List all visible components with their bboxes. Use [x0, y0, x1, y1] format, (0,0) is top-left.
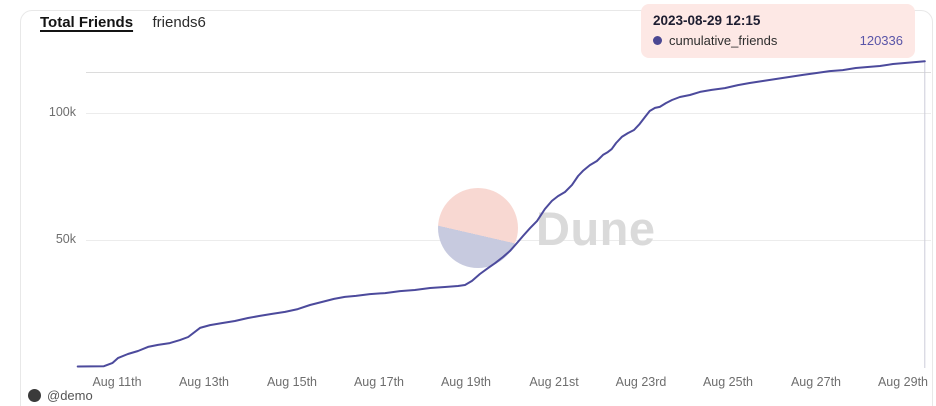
x-tick-label: Aug 19th	[440, 375, 492, 389]
hover-tooltip: 2023-08-29 12:15 cumulative_friends 1203…	[641, 4, 915, 58]
y-tick-label: 50k	[55, 232, 76, 246]
x-tick-label: Aug 11th	[92, 375, 142, 389]
x-tick-label: Aug 15th	[266, 375, 318, 389]
tooltip-series-label: cumulative_friends	[669, 33, 778, 48]
tooltip-row: cumulative_friends 120336	[653, 33, 903, 48]
y-tick-label: 100k	[48, 105, 76, 119]
query-name: friends6	[152, 14, 206, 31]
x-tick-label: Aug 13th	[178, 375, 230, 389]
x-tick-label: Aug 27th	[790, 375, 842, 389]
x-tick-label: Aug 23rd	[615, 375, 667, 389]
tooltip-timestamp: 2023-08-29 12:15	[653, 13, 761, 28]
gridline	[86, 113, 931, 114]
author-link[interactable]: @demo	[28, 388, 93, 403]
x-tick-label: Aug 29th	[877, 375, 929, 389]
tooltip-value: 120336	[859, 33, 903, 48]
author-username: @demo	[47, 388, 93, 403]
dune-logo-icon	[438, 188, 518, 268]
x-tick-label: Aug 25th	[702, 375, 754, 389]
gridline	[86, 72, 931, 73]
series-dot-icon	[653, 36, 662, 45]
avatar	[28, 389, 41, 402]
x-tick-label: Aug 17th	[353, 375, 405, 389]
watermark-text: Dune	[536, 202, 656, 255]
x-tick-label: Aug 21st	[529, 375, 579, 389]
chart-title-link[interactable]: Total Friends	[40, 14, 134, 31]
chart-header: Total Friends friends6	[40, 14, 206, 32]
